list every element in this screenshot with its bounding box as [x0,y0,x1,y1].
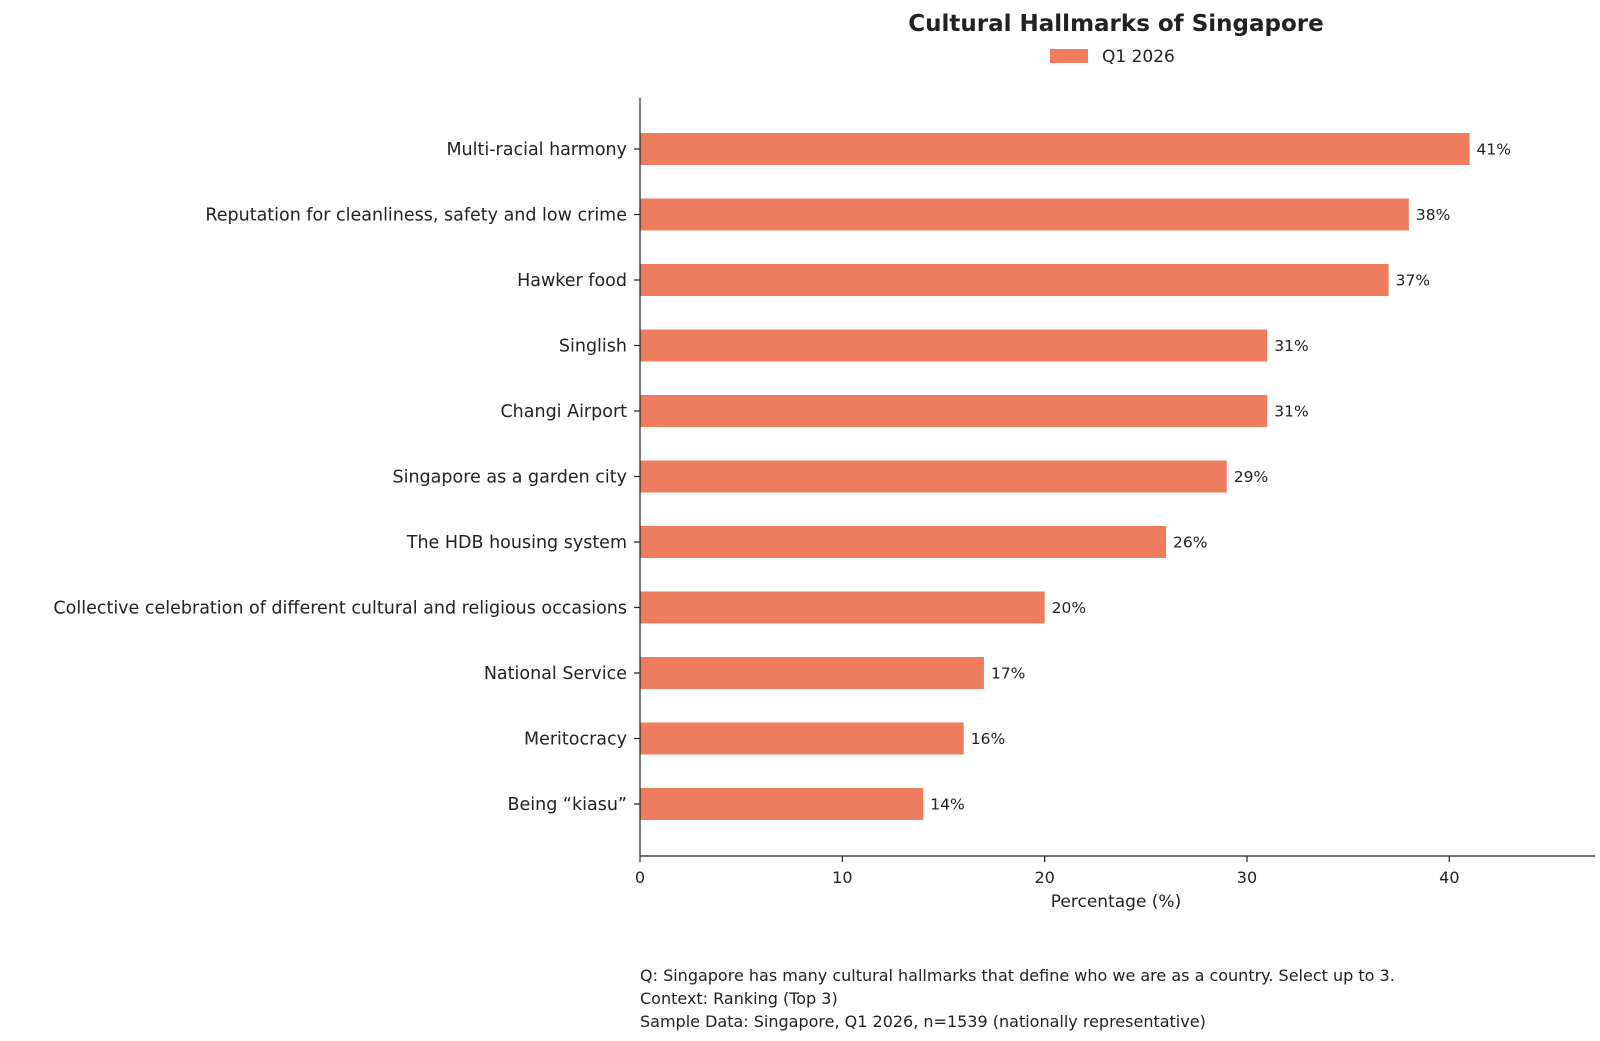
bar-value-label: 14% [930,796,964,814]
y-tick-label: Reputation for cleanliness, safety and l… [205,206,627,226]
axes-group: Multi-racial harmony Reputation for clean… [53,98,1595,887]
y-tick-label: Singlish [559,337,627,357]
y-tick-label: Hawker food [517,271,627,291]
footnote-sample: Sample Data: Singapore, Q1 2026, n=1539 … [640,1012,1206,1031]
bar-value-label: 31% [1274,337,1308,355]
y-tick-label: Meritocracy [524,730,627,750]
bar-value-label: 20% [1052,599,1086,617]
bar-value-label: 41% [1477,141,1511,159]
bar [640,133,1470,165]
bar-value-label: 29% [1234,468,1268,486]
bar [640,460,1227,493]
bar [640,395,1268,427]
bar [640,722,964,755]
y-tick-label: The HDB housing system [406,533,627,553]
bar [640,198,1409,231]
y-tick-label: Singapore as a garden city [393,468,628,488]
x-tick-label: 20 [1034,868,1054,887]
y-tick-label: Changi Airport [500,402,627,422]
y-tick-label: National Service [484,664,627,684]
bar [640,264,1389,296]
legend: Q1 2026 [1050,47,1175,67]
x-tick-label: 0 [635,868,645,887]
y-tick-label: Collective celebration of different cult… [53,599,627,619]
chart-title: Cultural Hallmarks of Singapore [908,11,1323,37]
x-tick-label: 30 [1237,868,1257,887]
bar-value-label: 26% [1173,534,1207,552]
footnote-question: Q: Singapore has many cultural hallmarks… [640,966,1395,985]
bar [640,329,1268,362]
bar-value-label: 16% [971,730,1005,748]
legend-swatch [1050,49,1088,63]
y-tick-label: Being “kiasu” [508,795,627,815]
bar [640,657,984,689]
x-axis-title: Percentage (%) [1051,892,1181,912]
footnote-context: Context: Ranking (Top 3) [640,989,838,1008]
bar-value-label: 37% [1396,272,1430,290]
bars-group: 41% 38% 37% 31% 31% 29% 26% 20% 17% 16% 14% [640,133,1511,820]
bar [640,526,1167,558]
bar-value-label: 17% [991,665,1025,683]
bar-value-label: 38% [1416,206,1450,224]
bar-value-label: 31% [1274,403,1308,421]
x-tick-label: 40 [1439,868,1459,887]
y-tick-label: Multi-racial harmony [446,140,627,160]
bar [640,591,1045,624]
x-tick-label: 10 [832,868,852,887]
legend-label: Q1 2026 [1102,47,1175,67]
bar [640,788,924,820]
